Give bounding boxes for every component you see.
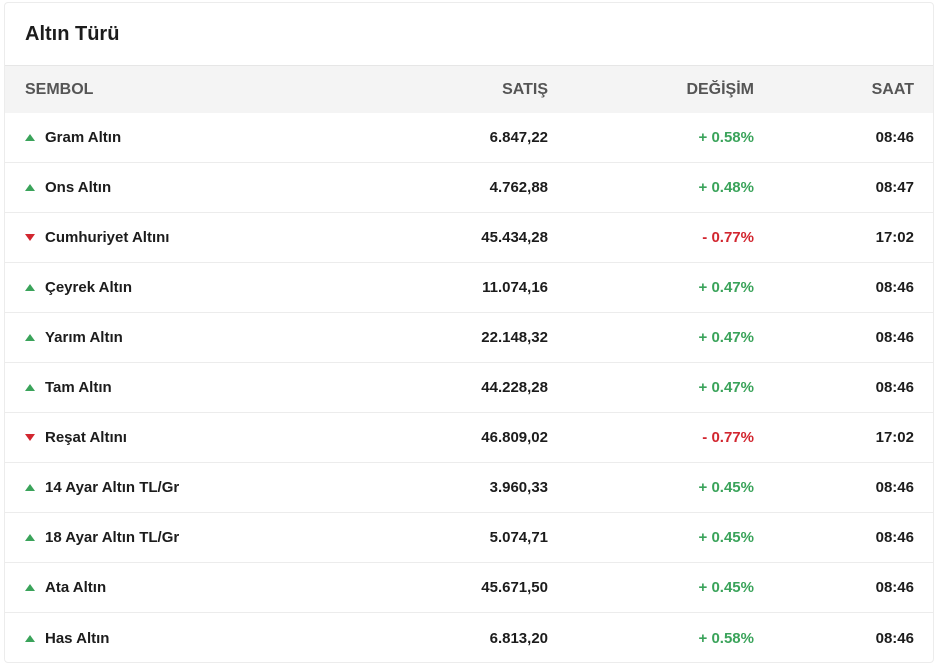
change-percent: + 0.58%	[698, 129, 754, 146]
sell-price: 11.074,16	[482, 279, 548, 296]
update-time: 08:46	[875, 529, 914, 546]
card-title: Altın Türü	[25, 23, 120, 45]
table-row[interactable]: Tam Altın 44.228,28 + 0.47% 08:46	[5, 363, 933, 413]
update-time: 08:46	[875, 279, 914, 296]
table-row[interactable]: Çeyrek Altın 11.074,16 + 0.47% 08:46	[5, 263, 933, 313]
sell-price: 6.847,22	[489, 129, 548, 146]
triangle-down-icon	[25, 234, 35, 241]
header-symbol[interactable]: SEMBOL	[25, 80, 94, 98]
sell-price: 3.960,33	[489, 479, 548, 496]
change-percent: + 0.45%	[698, 529, 754, 546]
symbol-cell: Cumhuriyet Altını	[5, 229, 365, 246]
gold-type-name[interactable]: Yarım Altın	[45, 329, 123, 346]
update-time: 17:02	[875, 429, 914, 446]
gold-type-name[interactable]: 18 Ayar Altın TL/Gr	[45, 529, 180, 546]
update-time: 08:46	[875, 379, 914, 396]
gold-type-name[interactable]: Reşat Altını	[45, 429, 127, 446]
table-row[interactable]: Has Altın 6.813,20 + 0.58% 08:46	[5, 613, 933, 662]
change-percent: + 0.45%	[698, 479, 754, 496]
sell-price: 5.074,71	[489, 529, 548, 546]
symbol-cell: Reşat Altını	[5, 429, 365, 446]
gold-type-name[interactable]: Ata Altın	[45, 579, 107, 596]
update-time: 08:46	[875, 579, 914, 596]
change-percent: + 0.47%	[698, 379, 754, 396]
change-percent: + 0.58%	[698, 629, 754, 647]
table-row[interactable]: Gram Altın 6.847,22 + 0.58% 08:46	[5, 113, 933, 163]
symbol-cell: Çeyrek Altın	[5, 279, 365, 296]
symbol-cell: 18 Ayar Altın TL/Gr	[5, 529, 365, 546]
gold-prices-card: Altın Türü SEMBOL SATIŞ DEĞİŞİM SAAT Gra…	[4, 2, 934, 663]
update-time: 08:47	[875, 179, 914, 196]
symbol-cell: Tam Altın	[5, 379, 365, 396]
gold-type-name[interactable]: 14 Ayar Altın TL/Gr	[45, 479, 180, 496]
update-time: 08:46	[875, 329, 914, 346]
sell-price: 45.671,50	[481, 579, 548, 596]
change-percent: + 0.45%	[698, 579, 754, 596]
sell-price: 4.762,88	[489, 179, 548, 196]
update-time: 08:46	[875, 129, 914, 146]
gold-type-name[interactable]: Gram Altın	[45, 129, 122, 146]
symbol-cell: Yarım Altın	[5, 329, 365, 346]
triangle-up-icon	[25, 334, 35, 341]
change-percent: + 0.47%	[698, 329, 754, 346]
triangle-down-icon	[25, 434, 35, 441]
change-percent: - 0.77%	[702, 229, 754, 246]
header-sell[interactable]: SATIŞ	[502, 80, 548, 98]
symbol-cell: 14 Ayar Altın TL/Gr	[5, 479, 365, 496]
update-time: 08:46	[875, 629, 914, 647]
triangle-up-icon	[25, 584, 35, 591]
gold-type-name[interactable]: Has Altın	[45, 629, 110, 647]
sell-price: 46.809,02	[481, 429, 548, 446]
symbol-cell: Ata Altın	[5, 579, 365, 596]
table-row[interactable]: Cumhuriyet Altını 45.434,28 - 0.77% 17:02	[5, 213, 933, 263]
table-row[interactable]: 18 Ayar Altın TL/Gr 5.074,71 + 0.45% 08:46	[5, 513, 933, 563]
symbol-cell: Has Altın	[5, 630, 365, 647]
table-body: Gram Altın 6.847,22 + 0.58% 08:46 Ons Altın 4…	[5, 113, 933, 662]
triangle-up-icon	[25, 284, 35, 291]
triangle-up-icon	[25, 184, 35, 191]
gold-type-name[interactable]: Tam Altın	[45, 379, 112, 396]
gold-type-name[interactable]: Ons Altın	[45, 179, 112, 196]
sell-price: 22.148,32	[481, 329, 548, 346]
update-time: 17:02	[875, 229, 914, 246]
sell-price: 45.434,28	[481, 229, 548, 246]
table-row[interactable]: Ata Altın 45.671,50 + 0.45% 08:46	[5, 563, 933, 613]
triangle-up-icon	[25, 134, 35, 141]
update-time: 08:46	[875, 479, 914, 496]
gold-type-name[interactable]: Cumhuriyet Altını	[45, 229, 170, 246]
table-row[interactable]: 14 Ayar Altın TL/Gr 3.960,33 + 0.45% 08:46	[5, 463, 933, 513]
table-row[interactable]: Reşat Altını 46.809,02 - 0.77% 17:02	[5, 413, 933, 463]
change-percent: + 0.47%	[698, 279, 754, 296]
sell-price: 6.813,20	[489, 629, 548, 647]
gold-type-name[interactable]: Çeyrek Altın	[45, 279, 132, 296]
triangle-up-icon	[25, 634, 35, 642]
symbol-cell: Gram Altın	[5, 129, 365, 146]
header-change[interactable]: DEĞİŞİM	[686, 80, 754, 98]
symbol-cell: Ons Altın	[5, 179, 365, 196]
sell-price: 44.228,28	[481, 379, 548, 396]
triangle-up-icon	[25, 384, 35, 391]
triangle-up-icon	[25, 534, 35, 541]
table-header: SEMBOL SATIŞ DEĞİŞİM SAAT	[5, 65, 933, 113]
triangle-up-icon	[25, 484, 35, 491]
change-percent: - 0.77%	[702, 429, 754, 446]
table-row[interactable]: Yarım Altın 22.148,32 + 0.47% 08:46	[5, 313, 933, 363]
header-time[interactable]: SAAT	[871, 80, 914, 98]
table-row[interactable]: Ons Altın 4.762,88 + 0.48% 08:47	[5, 163, 933, 213]
change-percent: + 0.48%	[698, 179, 754, 196]
